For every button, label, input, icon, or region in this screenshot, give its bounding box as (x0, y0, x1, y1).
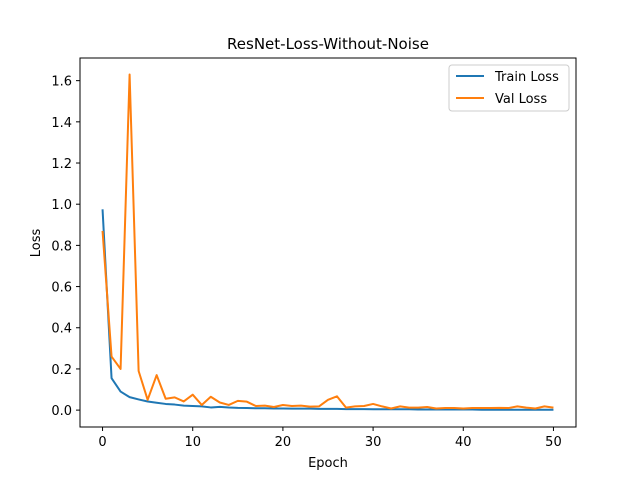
y-tick-label: 0.6 (51, 281, 72, 296)
chart-title: ResNet-Loss-Without-Noise (227, 35, 429, 53)
legend-label-train-loss: Train Loss (494, 70, 559, 85)
y-tick-label: 0.2 (51, 363, 72, 378)
plot-lines (101, 73, 554, 411)
plot-frame (79, 57, 577, 428)
axes-ticks: 0 10 20 30 40 50 0.0 0.2 0.4 0.6 0.8 1.0 1.2 1.4 1.6 (51, 75, 561, 450)
x-axis-label: Epoch (308, 456, 348, 471)
x-tick-label: 0 (98, 435, 106, 450)
x-tick-label: 30 (365, 435, 382, 450)
y-tick-label: 1.2 (51, 157, 72, 172)
y-tick-label: 0.8 (51, 239, 72, 254)
y-tick-label: 1.0 (51, 198, 72, 213)
y-tick-label: 1.4 (51, 116, 72, 131)
y-axis-label: Loss (29, 229, 44, 258)
series-line-train-loss (101, 209, 554, 411)
x-tick-label: 40 (455, 435, 472, 450)
x-tick-label: 10 (184, 435, 201, 450)
y-tick-label: 0.4 (51, 322, 72, 337)
series-line-val-loss (101, 73, 554, 410)
x-tick-label: 20 (275, 435, 292, 450)
y-tick-label: 0.0 (51, 404, 72, 419)
legend: Train Loss Val Loss (448, 64, 570, 112)
y-tick-label: 1.6 (51, 75, 72, 90)
x-tick-label: 50 (545, 435, 562, 450)
legend-label-val-loss: Val Loss (495, 92, 547, 107)
